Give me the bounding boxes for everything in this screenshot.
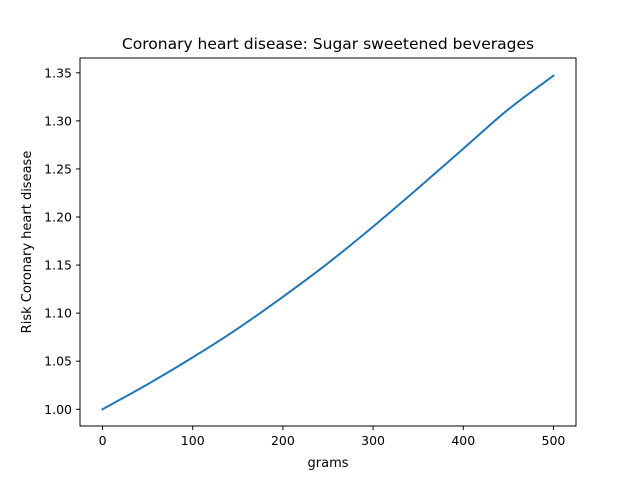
y-axis-label: Risk Coronary heart disease (20, 151, 35, 334)
series-layer (101, 74, 555, 411)
x-tick-label: 500 (542, 433, 566, 448)
x-tick-label: 0 (99, 433, 107, 448)
series-line-0 (101, 74, 555, 411)
x-tick-label: 400 (451, 433, 475, 448)
y-tick-label: 1.30 (44, 113, 72, 128)
y-tick-label: 1.15 (44, 258, 72, 273)
x-axis: 0 100 200 300 400 500 (99, 426, 566, 448)
y-tick-label: 1.10 (44, 306, 72, 321)
plot-frame (79, 57, 577, 427)
y-axis: 1.00 1.05 1.10 1.15 1.20 1.25 1.30 1.35 (44, 65, 80, 417)
x-tick-label: 200 (271, 433, 295, 448)
x-axis-label: grams (308, 456, 349, 471)
chart-title: Coronary heart disease: Sugar sweetened … (122, 35, 534, 53)
y-tick-label: 1.35 (44, 65, 72, 80)
y-tick-label: 1.00 (44, 402, 72, 417)
plot-area (79, 57, 577, 427)
x-tick-label: 300 (361, 433, 385, 448)
y-tick-label: 1.05 (44, 354, 72, 369)
x-tick-label: 100 (181, 433, 205, 448)
y-tick-label: 1.25 (44, 161, 72, 176)
y-tick-label: 1.20 (44, 210, 72, 225)
